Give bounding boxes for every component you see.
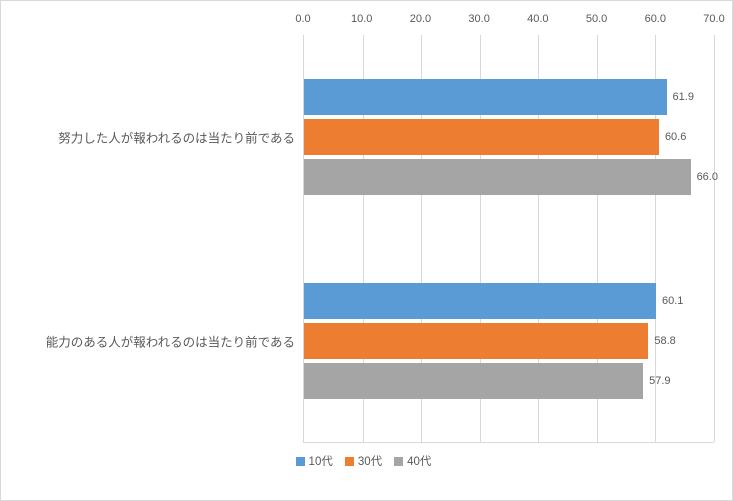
bar: 58.8	[304, 323, 648, 359]
x-tick: 20.0	[410, 13, 431, 25]
bar-value-label: 57.9	[649, 375, 670, 387]
x-tick: 40.0	[527, 13, 548, 25]
y-axis-labels: 努力した人が報われるのは当たり前である能力のある人が報われるのは当たり前である	[13, 35, 303, 443]
gridline	[714, 35, 715, 442]
bar-value-label: 66.0	[697, 171, 718, 183]
category-label: 能力のある人が報われるのは当たり前である	[46, 332, 295, 351]
plot-wrap: 0.010.020.030.040.050.060.070.0 努力した人が報わ…	[13, 13, 714, 443]
legend-label: 30代	[358, 453, 382, 469]
x-tick: 0.0	[295, 13, 310, 25]
bar-value-label: 60.6	[665, 131, 686, 143]
legend-swatch	[394, 457, 403, 466]
x-tick: 50.0	[586, 13, 607, 25]
bar-value-label: 60.1	[662, 295, 683, 307]
bar: 60.6	[304, 119, 659, 155]
x-tick: 30.0	[468, 13, 489, 25]
legend-item: 10代	[296, 453, 333, 469]
x-tick: 60.0	[645, 13, 666, 25]
x-tick: 70.0	[703, 13, 724, 25]
legend-label: 10代	[309, 453, 333, 469]
chart-container: 0.0 10.0 20.0 30.0 40.0 50.0 60.0 70.0 努力した人が報わ…	[0, 0, 733, 501]
legend-item: 40代	[394, 453, 431, 469]
legend-label: 40代	[407, 453, 431, 469]
x-axis: 0.010.020.030.040.050.060.070.0	[303, 13, 714, 35]
legend: 10代 30代 40代	[13, 453, 714, 469]
x-tick: 10.0	[351, 13, 372, 25]
legend-swatch	[296, 457, 305, 466]
bar: 60.1	[304, 283, 656, 319]
bar: 57.9	[304, 363, 643, 399]
category-label: 努力した人が報われるのは当たり前である	[58, 128, 295, 147]
bar: 66.0	[304, 159, 691, 195]
legend-swatch	[345, 457, 354, 466]
plot-area: 61.9 60.6 66.0 60.1 58.8 57.9	[303, 35, 714, 443]
bar-value-label: 61.9	[673, 91, 694, 103]
bar-value-label: 58.8	[654, 335, 675, 347]
bar: 61.9	[304, 79, 667, 115]
legend-item: 30代	[345, 453, 382, 469]
